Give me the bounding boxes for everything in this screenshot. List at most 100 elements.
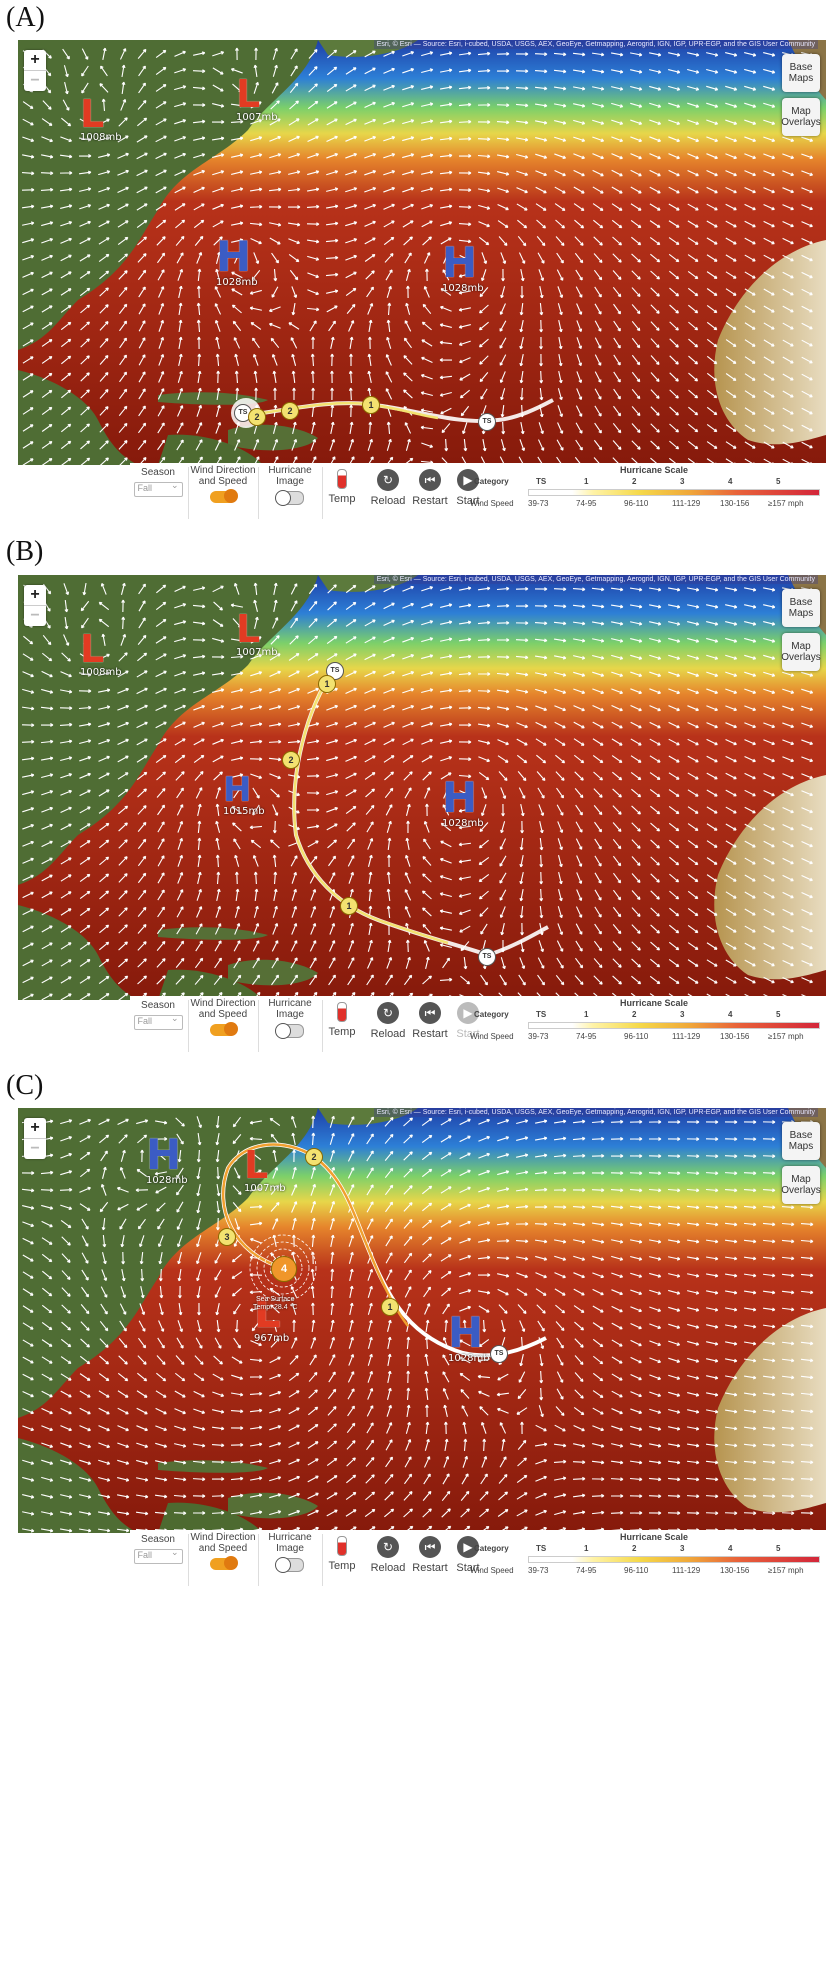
category-label: Category [474, 1544, 509, 1553]
zoom-out-button[interactable]: − [24, 70, 46, 91]
wind-speed-label: Wind Speed [470, 1032, 514, 1041]
pressure-value: 967mb [254, 1333, 290, 1344]
temp-button[interactable]: Temp [324, 1530, 360, 1590]
pressure-letter: L [80, 627, 105, 671]
wind-toggle[interactable] [210, 489, 238, 503]
pressure-letter: H [448, 1308, 484, 1357]
season-select[interactable]: Fall [133, 480, 183, 497]
hurricane-category-marker[interactable]: 2 [248, 408, 266, 426]
zoom-out-button[interactable]: − [24, 605, 46, 626]
wind-toggle-control: Wind Direction and Speed [190, 996, 256, 1056]
scale-category-0: TS [536, 477, 547, 486]
start-button[interactable]: ▶ Start [450, 996, 486, 1056]
scale-category-1: 1 [584, 477, 589, 486]
base-maps-button[interactable]: Base Maps [782, 54, 820, 92]
restart-button[interactable]: ⏮ Restart [410, 463, 450, 523]
wind-toggle[interactable] [210, 1556, 238, 1570]
scale-category-5: 5 [776, 477, 781, 486]
zoom-in-button[interactable]: + [30, 586, 40, 603]
zoom-in-button[interactable]: + [30, 1119, 40, 1136]
map-panel-b[interactable]: + − Esri, © Esri — Source: Esri, i-cubed, … [18, 575, 826, 1000]
high-pressure-marker: H 1028mb [442, 238, 484, 294]
start-button[interactable]: ▶ Start [450, 463, 486, 523]
season-label: Season [141, 467, 175, 478]
hurricane-category-marker[interactable]: 1 [381, 1298, 399, 1316]
thermometer-icon [337, 1002, 347, 1022]
hurricane-scale-legend: Hurricane Scale Category Wind Speed TS 39-73… [470, 1530, 826, 1590]
pressure-letter: H [146, 1130, 182, 1179]
reload-button[interactable]: ↻ Reload [368, 996, 408, 1056]
start-button[interactable]: ▶ Start [450, 1530, 486, 1590]
hurricane-category-marker[interactable]: 2 [282, 751, 300, 769]
hurricane-category-marker[interactable]: 3 [218, 1228, 236, 1246]
map-overlays-button[interactable]: Map Overlays [781, 1166, 821, 1204]
restart-label: Restart [412, 1028, 448, 1040]
hurricane-image-toggle[interactable] [275, 490, 304, 506]
pressure-letter: L [254, 1288, 281, 1337]
map-surface [18, 40, 826, 465]
tropical-storm-marker[interactable]: TS [478, 413, 496, 431]
hurricane-category-marker[interactable]: 2 [305, 1148, 323, 1166]
scale-speed-5: ≥157 mph [768, 1032, 804, 1041]
restart-button[interactable]: ⏮ Restart [410, 996, 450, 1056]
high-pressure-marker: H 1015mb [223, 770, 265, 817]
reload-button[interactable]: ↻ Reload [368, 463, 408, 523]
pressure-letter: H [442, 238, 478, 287]
pressure-value: 1028mb [448, 1353, 490, 1364]
pressure-letter: L [80, 92, 105, 136]
scale-speed-4: 130-156 [720, 499, 750, 508]
panel-label-c: (C) [6, 1070, 44, 1101]
map-attribution: Esri, © Esri — Source: Esri, i-cubed, US… [373, 575, 818, 584]
hurricane-category-marker[interactable]: 2 [281, 402, 299, 420]
toggle-knob [275, 1023, 291, 1039]
restart-button[interactable]: ⏮ Restart [410, 1530, 450, 1590]
toolbar-divider [258, 1000, 259, 1052]
hurricane-image-toggle[interactable] [275, 1557, 304, 1573]
map-overlays-button[interactable]: Map Overlays [781, 633, 821, 671]
season-select[interactable]: Fall [133, 1547, 183, 1564]
low-pressure-marker: L 1008mb [80, 627, 122, 678]
hurricane-image-toggle[interactable] [275, 1023, 304, 1039]
low-pressure-marker: L 1007mb [236, 72, 278, 123]
zoom-in-button[interactable]: + [30, 51, 40, 68]
base-maps-button[interactable]: Base Maps [782, 1122, 820, 1160]
map-panel-c[interactable]: + − Esri, © Esri — Source: Esri, i-cubed, … [18, 1108, 826, 1533]
map-surface [18, 1108, 826, 1533]
reload-button[interactable]: ↻ Reload [368, 1530, 408, 1590]
toggle-knob [275, 1557, 291, 1573]
low-pressure-marker: L 1008mb [80, 92, 122, 143]
africa-land [714, 775, 826, 980]
map-attribution: Esri, © Esri — Source: Esri, i-cubed, US… [373, 40, 818, 49]
tropical-storm-marker[interactable]: TS [478, 948, 496, 966]
hurricane-category-marker[interactable]: 1 [362, 396, 380, 414]
zoom-out-button[interactable]: − [24, 1138, 46, 1159]
season-select[interactable]: Fall [133, 1013, 183, 1030]
scale-category-5: 5 [776, 1544, 781, 1553]
scale-category-5: 5 [776, 1010, 781, 1019]
toolbar-divider [322, 1534, 323, 1586]
play-icon: ▶ [457, 1002, 479, 1024]
temp-button[interactable]: Temp [324, 996, 360, 1056]
pressure-value: 1028mb [442, 283, 484, 294]
pressure-value: 1015mb [223, 806, 265, 817]
map-panel-a[interactable]: + − Esri, © Esri — Source: Esri, i-cubed, … [18, 40, 826, 465]
hurricane-category-marker[interactable]: 1 [340, 897, 358, 915]
scale-category-1: 1 [584, 1544, 589, 1553]
tropical-storm-marker[interactable]: TS [490, 1345, 508, 1363]
toolbar-divider [258, 1534, 259, 1586]
scale-speed-4: 130-156 [720, 1032, 750, 1041]
temp-button[interactable]: Temp [324, 463, 360, 523]
scale-color-bar [528, 1556, 820, 1563]
wind-arrows [21, 47, 814, 465]
wind-toggle[interactable] [210, 1022, 238, 1036]
low-pressure-marker: L 1007mb [236, 607, 278, 658]
map-overlays-button[interactable]: Map Overlays [781, 98, 821, 136]
pressure-value: 1028mb [146, 1175, 188, 1186]
scale-title: Hurricane Scale [620, 1532, 689, 1542]
scale-category-3: 3 [680, 1010, 685, 1019]
high-pressure-marker: H 1028mb [216, 232, 258, 288]
sst-line-2: Temp. 28.4 °C [253, 1303, 298, 1311]
hurricane-category-marker[interactable]: 4 [271, 1256, 297, 1282]
hurricane-category-marker[interactable]: 1 [318, 675, 336, 693]
base-maps-button[interactable]: Base Maps [782, 589, 820, 627]
